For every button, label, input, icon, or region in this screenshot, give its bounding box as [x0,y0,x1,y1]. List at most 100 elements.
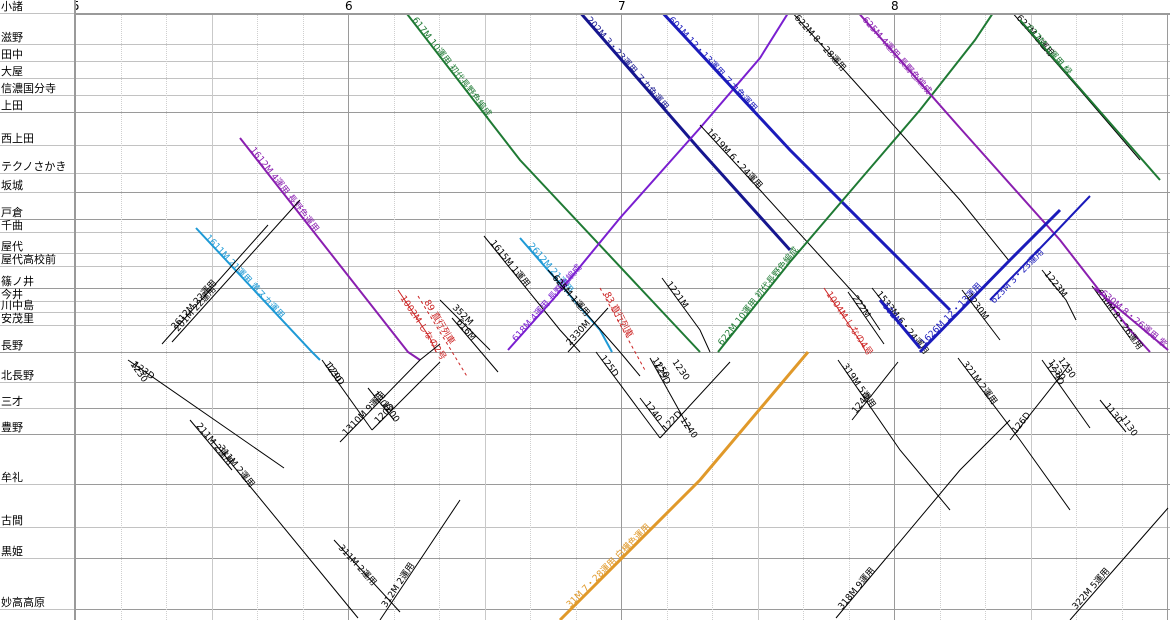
station-label: 上田 [1,99,23,112]
train-line[interactable] [367,387,395,421]
station-row-separator [0,408,75,409]
time-mark-label: 1240 [678,416,699,441]
train-line[interactable] [790,15,1011,263]
half-hour-gridline [1030,15,1032,620]
station-row-separator [0,232,75,233]
train-line[interactable] [171,199,301,343]
ten-minute-gridline [393,15,395,620]
train-line[interactable] [397,289,437,353]
train-line[interactable] [599,287,647,373]
station-label: 安茂里 [1,312,34,325]
train-label: 601M 12・13運用 スカ色運用 [666,15,760,114]
train-line[interactable] [451,317,499,373]
train-line[interactable] [847,291,885,345]
station-row-separator [0,78,75,79]
train-line[interactable] [161,224,269,345]
station-gridline [75,312,1170,313]
hour-gridline [621,15,622,620]
station-gridline [75,484,1170,485]
train-label: 1223M [1042,270,1069,300]
train-label: 311M 2運用 [336,543,379,588]
station-row-separator [0,192,75,193]
train-line[interactable] [558,351,810,620]
train-line[interactable] [823,287,867,353]
train-line[interactable] [878,299,922,349]
train-line[interactable] [379,499,461,620]
train-line[interactable] [837,359,951,511]
column-divider [74,0,76,620]
train-label: 201M 22運用 [172,284,219,334]
train-line[interactable] [195,227,321,361]
train-line[interactable] [851,361,899,421]
train-line[interactable] [339,343,441,443]
train-line[interactable] [507,15,790,351]
train-line[interactable] [1019,19,1161,181]
station-label: 西上田 [1,132,34,145]
train-line[interactable] [127,359,285,469]
train-line[interactable] [483,235,581,353]
train-line[interactable] [321,359,373,431]
train-line[interactable] [578,15,792,252]
station-row-separator [0,173,75,174]
train-line[interactable] [957,357,1071,511]
train-line[interactable] [417,295,469,379]
train-label: 1533M 6・24運用 [874,289,931,357]
train-line[interactable] [189,419,233,471]
train-line[interactable] [639,397,667,433]
hour-tick-label: 7 [618,0,626,13]
train-line[interactable] [239,137,421,361]
train-line[interactable] [659,361,731,439]
station-gridline [75,408,1170,409]
train-line[interactable] [856,15,1151,353]
station-label: 篠ノ井 [1,275,34,288]
train-line[interactable] [439,299,491,351]
station-label: 古間 [1,514,23,527]
ten-minute-gridline [803,15,804,620]
station-gridline [75,95,1170,96]
train-line[interactable] [918,208,1062,354]
train-line[interactable] [371,361,441,431]
station-label: テクノさかき [1,160,67,173]
train-line[interactable] [1041,359,1091,429]
train-line[interactable] [1091,285,1131,339]
station-label: 信濃国分寺 [1,82,56,95]
station-label: 妙高高原 [1,596,45,609]
train-label: 312M 2運用 [379,561,417,610]
train-line[interactable] [699,124,881,331]
train-line[interactable] [835,419,1011,619]
train-line[interactable] [661,277,711,353]
train-line[interactable] [211,439,359,619]
station-row-separator [0,44,75,45]
train-line[interactable] [660,15,952,312]
train-label: 222M [850,294,872,320]
ten-minute-gridline [712,15,713,620]
train-line[interactable] [649,357,691,431]
station-gridline [75,301,1170,302]
train-line[interactable] [547,269,641,377]
train-line[interactable] [989,195,1091,301]
train-line[interactable] [1093,287,1169,351]
station-label: 屋代 [1,240,23,253]
ten-minute-gridline [166,15,167,620]
hour-gridline [1167,15,1168,620]
train-line[interactable] [595,351,661,439]
station-row-separator [0,301,75,302]
train-line[interactable] [961,289,1001,341]
station-gridline [75,173,1170,174]
station-row-separator [0,484,75,485]
station-row-separator [0,558,75,559]
train-line[interactable] [717,15,995,353]
station-label: 北長野 [1,369,34,382]
train-label: 322M 5運用 [1070,566,1112,612]
train-line[interactable] [1041,269,1077,321]
train-line[interactable] [404,15,701,353]
train-line[interactable] [1069,507,1169,620]
ten-minute-gridline [530,15,531,620]
train-line[interactable] [1009,363,1071,441]
train-line[interactable] [333,539,401,613]
train-line[interactable] [567,307,609,353]
ten-minute-gridline [575,15,577,620]
train-line[interactable] [1099,399,1127,433]
train-line[interactable] [519,237,613,353]
station-gridline [75,44,1170,45]
